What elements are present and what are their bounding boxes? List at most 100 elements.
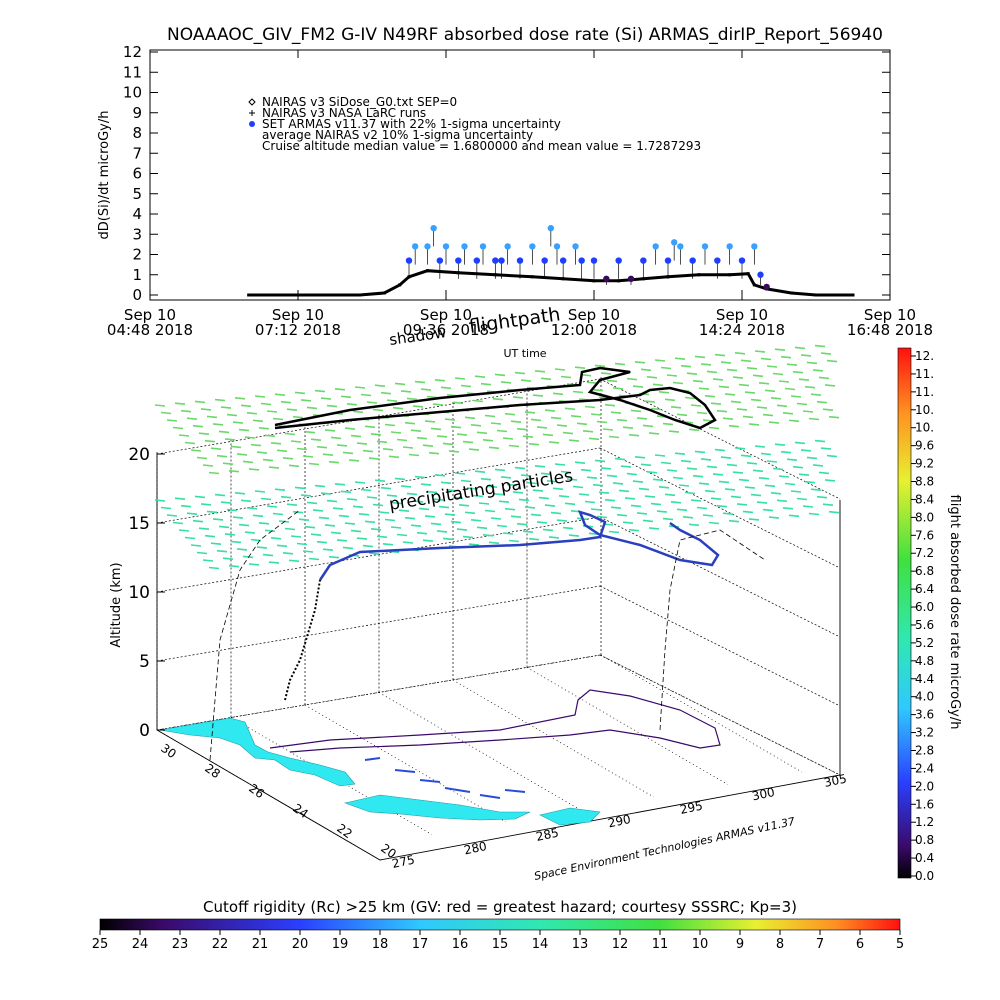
- particle-arrow: [786, 363, 798, 366]
- particle-arrow: [666, 469, 678, 472]
- particle-arrow: [722, 512, 734, 515]
- particle-arrow: [390, 526, 402, 529]
- particle-arrow: [276, 544, 288, 548]
- particle-arrow: [456, 528, 468, 531]
- colorbar-tick-label: 7.6: [915, 528, 934, 542]
- particle-arrow: [498, 500, 510, 503]
- particle-arrow: [400, 390, 412, 393]
- particle-arrow: [370, 433, 382, 436]
- particle-arrow: [406, 492, 418, 496]
- cutoff-tick-label: 21: [252, 937, 269, 952]
- colorbar-tick-label: 2.0: [915, 779, 934, 793]
- particle-arrow: [586, 476, 598, 479]
- particle-arrow: [728, 424, 740, 428]
- particle-arrow: [646, 471, 658, 474]
- grid-line: [156, 585, 601, 662]
- z-tick-label: 20: [128, 445, 150, 465]
- particle-arrow: [536, 426, 548, 429]
- particle-arrow: [698, 387, 710, 390]
- armas-point: [411, 243, 419, 250]
- particle-arrow: [504, 507, 516, 511]
- particle-arrow: [616, 513, 628, 517]
- particle-arrow: [650, 502, 662, 506]
- particle-arrow: [592, 388, 604, 392]
- legend-item-label: average NAIRAS v2 10% 1-sigma uncertaint…: [262, 128, 533, 142]
- particle-arrow: [574, 366, 586, 369]
- particle-arrow: [790, 490, 802, 493]
- particle-arrow: [540, 377, 552, 381]
- particle-arrow: [822, 503, 834, 506]
- shadow-label: shadow: [388, 323, 447, 349]
- x-tick-label-time: 14:24 2018: [699, 321, 785, 339]
- particle-arrow: [606, 474, 618, 478]
- particle-arrow: [362, 544, 374, 548]
- particle-arrow: [192, 424, 204, 428]
- particle-arrow: [746, 367, 758, 370]
- cutoff-colorbar-ticks: 25 24 23 22 21 20 19 18 17 16 15 14 13 12 11 10 9 8 7 6 5: [92, 930, 904, 952]
- armas-point: [603, 275, 610, 282]
- particle-arrow: [566, 478, 578, 481]
- projection-left: [209, 509, 301, 761]
- particle-arrow: [388, 455, 400, 459]
- particle-arrow: [286, 503, 298, 506]
- particle-arrow: [662, 422, 674, 426]
- particle-arrow: [550, 416, 562, 420]
- particle-arrow: [306, 501, 318, 505]
- particle-arrow: [334, 388, 346, 391]
- nairas-point: [284, 293, 288, 297]
- particle-arrow: [310, 533, 322, 536]
- particle-arrow: [512, 396, 524, 399]
- x-tick-label-date: Sep 10: [124, 306, 176, 324]
- lon-tick-label: 280: [463, 839, 488, 857]
- colorbar-tick-label: 12.: [915, 349, 934, 363]
- particle-arrow: [800, 449, 812, 452]
- particle-arrow: [794, 346, 806, 350]
- armas-point: [763, 283, 770, 291]
- nairas-line: [248, 269, 853, 297]
- armas-point: [547, 224, 555, 232]
- particle-arrow: [828, 510, 840, 514]
- nairas-point: [697, 273, 701, 277]
- colorbar-tick-label: 4.8: [915, 654, 934, 668]
- particle-arrow: [322, 548, 334, 551]
- particle-arrow: [812, 369, 824, 372]
- particle-arrow: [430, 522, 442, 526]
- particle-arrow: [434, 474, 446, 477]
- particle-arrow: [734, 352, 746, 355]
- particle-arrow: [722, 417, 734, 420]
- grid-line: [599, 378, 841, 500]
- armas-point: [590, 257, 598, 264]
- particle-arrow: [354, 481, 366, 484]
- particle-arrow: [716, 504, 728, 508]
- particle-arrow: [428, 451, 440, 455]
- particle-arrow: [684, 491, 696, 495]
- particle-arrow: [786, 458, 798, 461]
- particle-arrow: [270, 537, 282, 540]
- legend-item-label: NAIRAS v3 SiDose_G0.txt SEP=0: [262, 95, 457, 109]
- particle-arrow: [214, 493, 226, 497]
- land-hispaniola: [539, 807, 601, 826]
- particle-arrow: [500, 476, 512, 479]
- particle-arrow: [420, 483, 432, 486]
- particle-arrow: [340, 395, 352, 399]
- cutoff-tick-label: 16: [452, 937, 469, 952]
- cutoff-tick-label: 10: [692, 937, 709, 952]
- particle-arrow: [440, 386, 452, 390]
- particle-arrow: [242, 555, 254, 559]
- particle-arrow: [160, 506, 172, 510]
- x-tick-label-time: 16:48 2018: [847, 321, 933, 339]
- particle-arrow: [408, 453, 420, 457]
- particle-arrow: [714, 448, 726, 452]
- particle-arrow: [562, 431, 574, 435]
- particle-arrow: [510, 420, 522, 423]
- particle-arrow: [316, 540, 328, 544]
- particle-arrow: [442, 442, 454, 446]
- particle-arrow: [568, 534, 580, 537]
- armas-point: [504, 243, 511, 250]
- particle-arrow: [748, 423, 760, 426]
- particle-arrow: [436, 530, 448, 533]
- colorbar-tick-label: 4.4: [915, 672, 934, 686]
- particle-arrow: [178, 529, 190, 532]
- particle-arrow: [336, 539, 348, 542]
- particle-arrow: [654, 454, 666, 457]
